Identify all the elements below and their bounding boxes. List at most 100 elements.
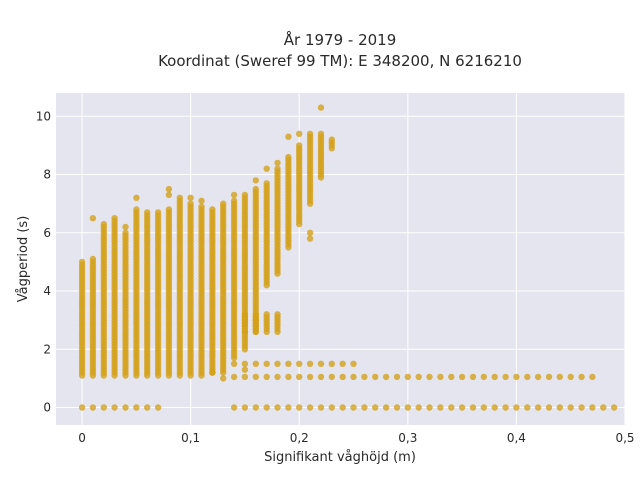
data-point (350, 373, 357, 381)
chart-title-line2: Koordinat (Sweref 99 TM): E 348200, N 62… (158, 52, 522, 70)
data-point (252, 373, 259, 381)
data-point (480, 373, 487, 381)
data-point (122, 229, 129, 236)
data-point (372, 404, 379, 411)
data-point (567, 373, 574, 381)
x-tick-label: 0,4 (507, 431, 526, 445)
data-point (133, 194, 140, 201)
data-point (339, 404, 346, 411)
data-point (480, 404, 487, 411)
data-point (100, 404, 108, 411)
data-point (306, 404, 314, 411)
data-point (122, 404, 129, 411)
data-point (534, 404, 542, 411)
data-point (285, 360, 292, 367)
data-point (524, 404, 531, 411)
data-point (230, 404, 238, 411)
data-point (317, 404, 325, 411)
data-point (285, 404, 292, 411)
data-point (415, 373, 422, 381)
data-point (165, 191, 173, 199)
data-point (252, 404, 259, 411)
data-point (328, 404, 335, 411)
data-point (187, 194, 194, 201)
data-point (252, 317, 259, 324)
data-point (306, 373, 314, 381)
data-point (187, 200, 194, 207)
data-point (285, 133, 292, 140)
chart-title-line1: År 1979 - 2019 (284, 30, 397, 49)
data-point (437, 373, 444, 381)
data-point (78, 404, 86, 411)
data-point (448, 404, 455, 411)
data-point (241, 366, 249, 373)
data-point (469, 404, 477, 411)
y-tick-label: 10 (36, 109, 51, 123)
data-point (296, 373, 303, 381)
data-point (263, 311, 270, 318)
data-point (306, 130, 314, 137)
y-tick-label: 2 (43, 342, 51, 356)
data-point (296, 142, 303, 149)
data-point (556, 373, 563, 381)
data-point (274, 159, 281, 167)
data-point (165, 206, 173, 213)
data-point (274, 311, 281, 318)
data-point (263, 180, 270, 187)
data-point (458, 373, 466, 381)
data-point (350, 360, 357, 367)
x-tick-label: 0 (78, 431, 86, 445)
data-point (306, 360, 314, 367)
data-point (263, 360, 270, 367)
data-point (361, 373, 368, 381)
data-point (502, 373, 509, 381)
data-point (252, 177, 259, 184)
data-point (241, 373, 249, 381)
data-point (89, 404, 97, 411)
data-point (165, 185, 173, 193)
data-point (317, 130, 325, 137)
data-point (589, 373, 596, 381)
data-point (600, 404, 607, 411)
data-point (404, 404, 411, 411)
data-point (317, 373, 325, 381)
data-point (350, 404, 357, 411)
data-point (252, 360, 259, 367)
data-point (524, 373, 531, 381)
data-point (328, 360, 335, 367)
data-points (78, 104, 618, 411)
data-point (296, 404, 303, 411)
data-point (328, 373, 335, 381)
data-point (220, 375, 227, 382)
y-tick-label: 4 (43, 284, 51, 298)
x-tick-label: 0,1 (181, 431, 200, 445)
data-point (241, 360, 249, 367)
data-point (241, 404, 249, 411)
data-point (448, 373, 455, 381)
data-point (198, 197, 205, 204)
data-point (306, 235, 314, 242)
data-point (111, 404, 118, 411)
data-point (122, 223, 129, 231)
data-point (382, 373, 390, 381)
data-point (198, 203, 205, 210)
data-point (382, 404, 390, 411)
data-point (296, 130, 303, 137)
data-point (133, 404, 140, 411)
data-point (415, 404, 422, 411)
data-point (328, 136, 335, 143)
data-point (404, 373, 411, 381)
data-point (545, 404, 553, 411)
data-point (545, 373, 553, 381)
data-point (144, 404, 151, 411)
data-point (274, 373, 281, 381)
data-point (469, 373, 477, 381)
data-point (230, 360, 238, 367)
data-point (458, 404, 466, 411)
y-tick-label: 6 (43, 226, 51, 240)
data-point (241, 311, 249, 318)
data-point (426, 373, 433, 381)
data-point (220, 200, 227, 207)
